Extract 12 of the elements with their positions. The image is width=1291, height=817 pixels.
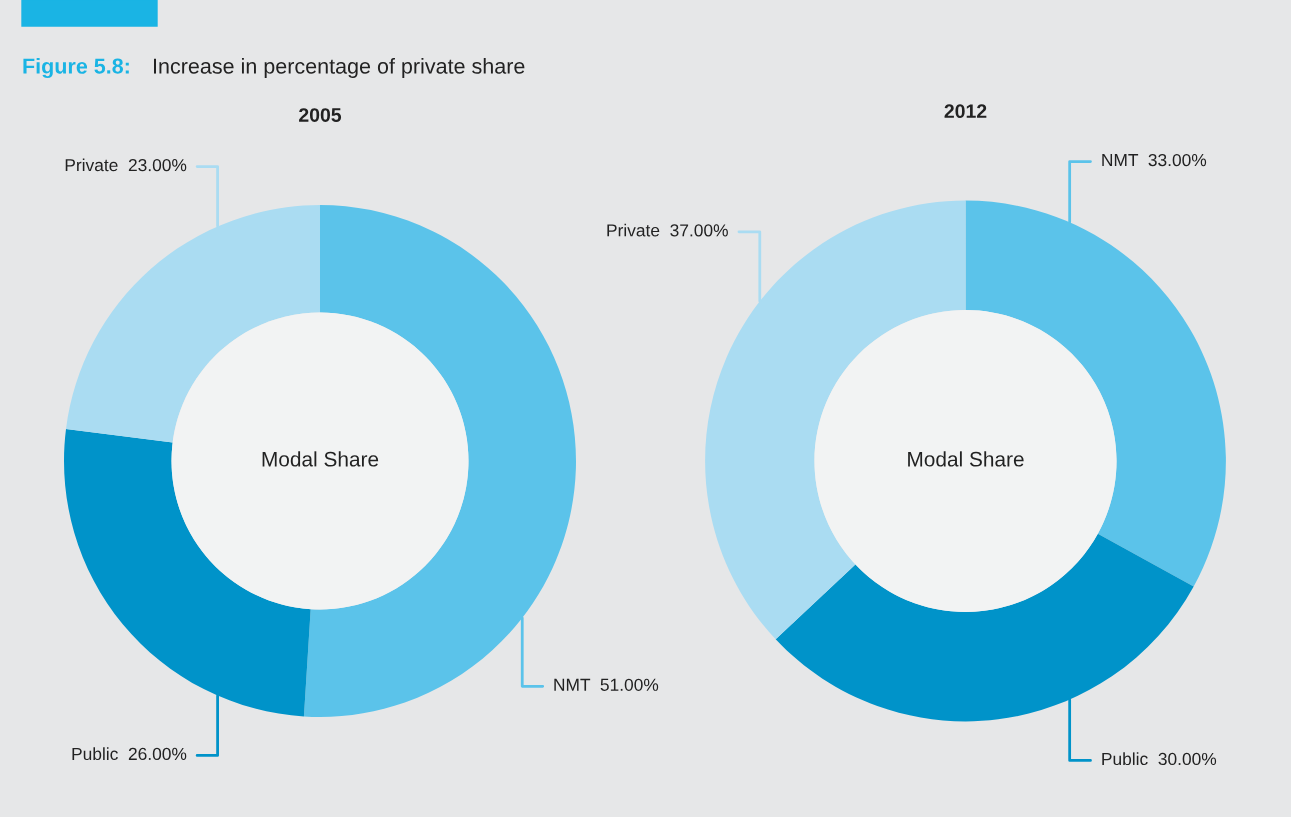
text: Modal Share (262, 451, 379, 467)
caption: Figure 5.8: (23, 57, 129, 79)
slice-label: Public 30.00% (1102, 752, 1217, 766)
slice-label: NMT 51.00% (554, 678, 659, 691)
slice-label: Public 26.00% (72, 747, 187, 761)
slice-label: Private 23.00% (65, 158, 187, 172)
text: Increase in percentage of private share (153, 57, 525, 79)
chart-title: 2012 (944, 104, 987, 119)
slice-label: Private 37.00% (607, 223, 728, 237)
text: Modal Share (908, 451, 1024, 467)
slice-label: NMT 33.00% (1102, 153, 1207, 167)
chart-title: 2005 (299, 108, 342, 122)
